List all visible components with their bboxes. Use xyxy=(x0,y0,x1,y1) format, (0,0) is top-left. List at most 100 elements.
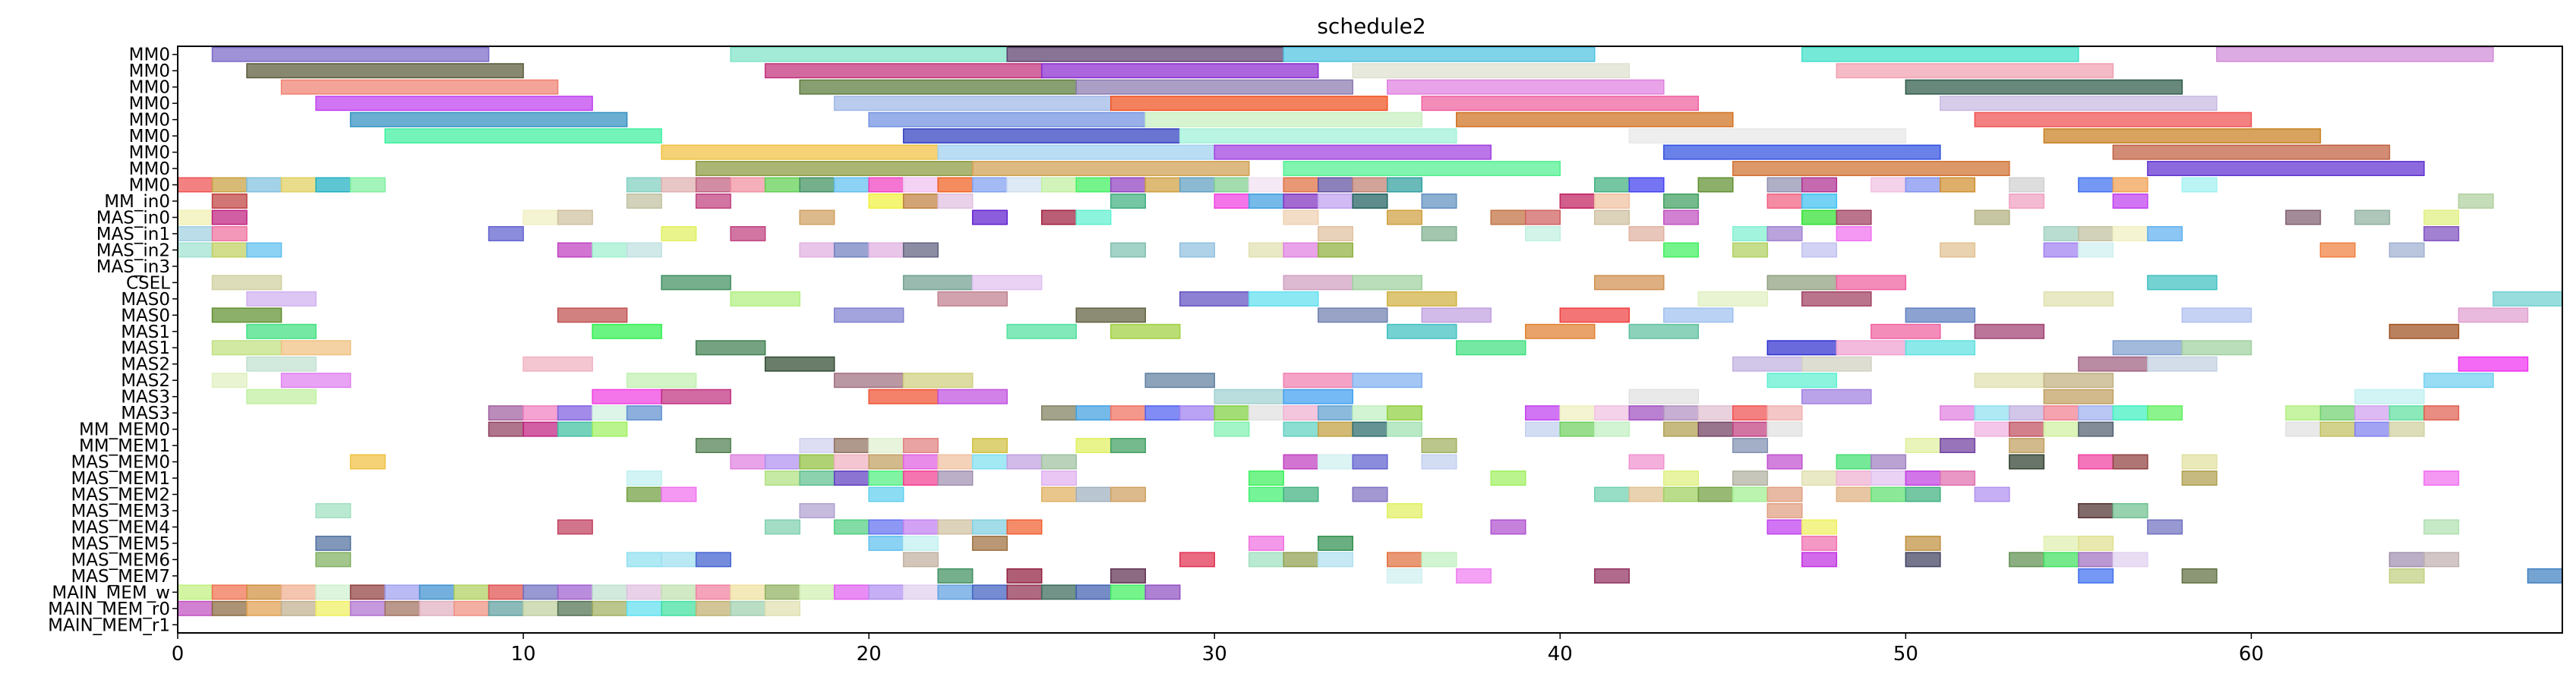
task-bar-42 xyxy=(211,177,248,193)
task-bar-426 xyxy=(937,568,974,584)
task-bar-99 xyxy=(1801,194,1838,209)
task-bar-475 xyxy=(522,600,559,616)
task-bar-478 xyxy=(626,600,662,616)
task-bar-322 xyxy=(868,454,904,470)
task-bar-181 xyxy=(2043,291,2114,307)
task-bar-431 xyxy=(1594,568,1631,584)
task-bar-53 xyxy=(833,177,870,193)
task-bar-219 xyxy=(2147,356,2218,372)
task-bar-408 xyxy=(626,552,662,568)
task-bar-192 xyxy=(2181,307,2252,323)
task-bar-126 xyxy=(661,225,697,241)
task-bar-270 xyxy=(2009,405,2045,421)
task-bar-154 xyxy=(1317,242,1353,258)
task-bar-158 xyxy=(1940,242,1976,258)
task-bar-177 xyxy=(1248,291,1319,307)
y-tick-label-5: MM0 xyxy=(129,127,170,146)
task-bar-250 xyxy=(1075,405,1112,421)
task-bar-347 xyxy=(1040,471,1077,486)
task-bar-9 xyxy=(1352,63,1631,79)
task-bar-147 xyxy=(833,242,870,258)
task-bar-293 xyxy=(1697,421,1734,437)
task-bar-462 xyxy=(1075,584,1112,600)
task-bar-390 xyxy=(971,519,1008,535)
task-bar-66 xyxy=(1283,177,1319,193)
task-bar-445 xyxy=(488,584,524,600)
task-bar-284 xyxy=(1214,421,1250,437)
y-tick-label-28: MAS_MEM3 xyxy=(71,502,170,521)
task-bar-262 xyxy=(1594,405,1631,421)
task-bar-383 xyxy=(2112,502,2148,518)
task-bar-153 xyxy=(1283,242,1319,258)
y-tick-label-19: MAS2 xyxy=(121,355,170,375)
task-bar-450 xyxy=(661,584,697,600)
task-bar-396 xyxy=(2423,519,2460,535)
task-bar-283 xyxy=(592,421,628,437)
y-tick-label-23: MM_MEM0 xyxy=(79,420,170,440)
y-tick-label-17: MAS1 xyxy=(121,323,170,342)
task-bar-332 xyxy=(1628,454,1665,470)
task-bar-337 xyxy=(2078,454,2114,470)
task-bar-145 xyxy=(626,242,662,258)
task-bar-113 xyxy=(1490,209,1526,225)
task-bar-281 xyxy=(522,421,559,437)
task-bar-12 xyxy=(799,79,1077,95)
task-bar-76 xyxy=(1905,177,1941,193)
y-tick-label-33: MAIN_MEM_w xyxy=(52,583,170,603)
task-bar-470 xyxy=(349,600,386,616)
task-bar-74 xyxy=(1801,177,1838,193)
task-bar-381 xyxy=(1766,502,1803,518)
task-bar-3 xyxy=(1283,46,1596,62)
task-bar-291 xyxy=(1594,421,1631,437)
task-bar-415 xyxy=(1317,552,1353,568)
task-bar-98 xyxy=(1766,194,1803,209)
task-bar-10 xyxy=(1836,63,2114,79)
task-bar-88 xyxy=(1110,194,1146,209)
x-tick-label-5: 50 xyxy=(1893,643,1918,666)
task-bar-464 xyxy=(1144,584,1181,600)
task-bar-121 xyxy=(2354,209,2391,225)
task-bar-18 xyxy=(1110,96,1388,112)
task-bar-422 xyxy=(2078,552,2114,568)
task-bar-418 xyxy=(1801,552,1838,568)
task-bar-346 xyxy=(937,471,974,486)
task-bar-82 xyxy=(211,194,248,209)
task-bar-469 xyxy=(315,600,352,616)
task-bar-14 xyxy=(1387,79,1665,95)
y-tick-label-0: MM0 xyxy=(129,46,170,65)
task-bar-363 xyxy=(1075,486,1112,502)
task-bar-97 xyxy=(1663,194,1700,209)
task-bar-49 xyxy=(695,177,731,193)
task-bar-199 xyxy=(1525,323,1596,339)
task-bar-289 xyxy=(1525,421,1561,437)
task-bar-186 xyxy=(1075,307,1146,323)
task-bar-474 xyxy=(488,600,524,616)
task-bar-393 xyxy=(1766,519,1803,535)
task-bar-446 xyxy=(522,584,559,600)
task-bar-57 xyxy=(971,177,1008,193)
task-bar-425 xyxy=(2423,552,2460,568)
task-bar-481 xyxy=(730,600,766,616)
task-bar-150 xyxy=(1110,242,1146,258)
task-bar-84 xyxy=(695,194,731,209)
task-bar-392 xyxy=(1490,519,1526,535)
task-bar-373 xyxy=(1766,486,1803,502)
task-bar-144 xyxy=(592,242,628,258)
task-bar-35 xyxy=(2112,144,2391,160)
task-bar-335 xyxy=(1870,454,1907,470)
task-bar-435 xyxy=(2527,568,2563,584)
task-bar-360 xyxy=(661,486,697,502)
task-bar-128 xyxy=(1317,225,1353,241)
task-bar-476 xyxy=(557,600,593,616)
plot-frame xyxy=(177,46,2563,634)
task-bar-441 xyxy=(349,584,386,600)
task-bar-132 xyxy=(1732,225,1769,241)
task-bar-92 xyxy=(1317,194,1353,209)
task-bar-217 xyxy=(1801,356,1872,372)
task-bar-40 xyxy=(2147,161,2425,177)
task-bar-230 xyxy=(1974,373,2045,389)
task-bar-354 xyxy=(1870,471,1907,486)
task-bar-350 xyxy=(1663,471,1700,486)
task-bar-234 xyxy=(592,389,662,404)
